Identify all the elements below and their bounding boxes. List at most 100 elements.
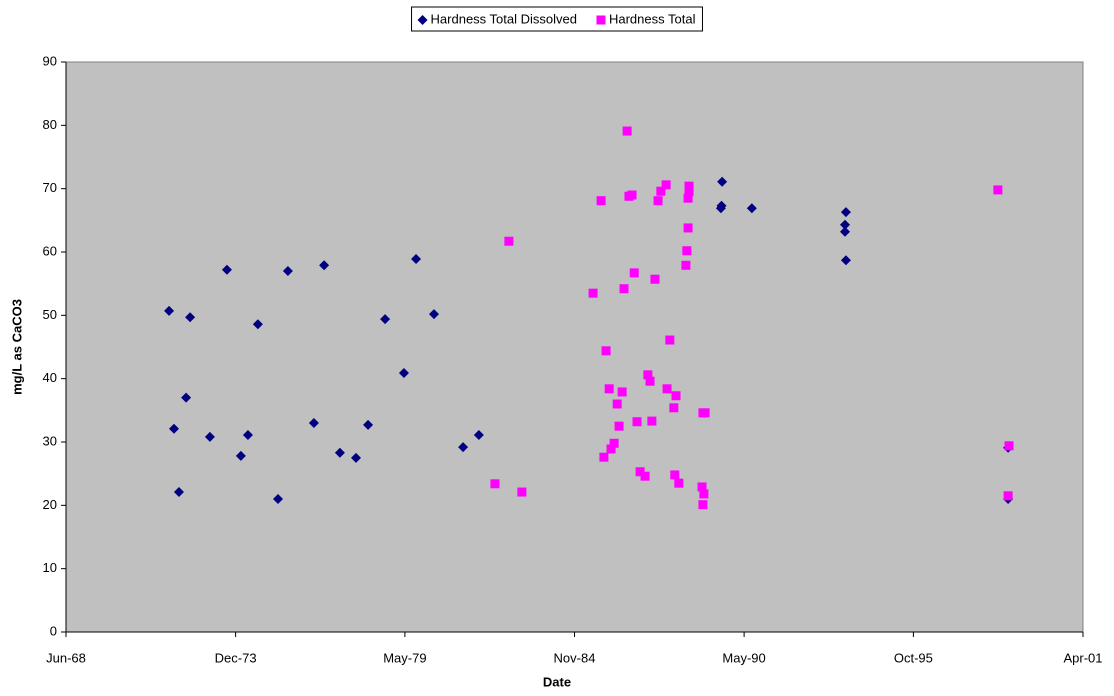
data-point (684, 187, 694, 197)
data-point (601, 346, 611, 356)
data-point (617, 387, 627, 397)
x-tick-label: Nov-84 (554, 650, 596, 665)
data-point (670, 470, 680, 480)
data-point (635, 467, 645, 477)
data-point (746, 203, 757, 214)
data-point (319, 260, 330, 271)
y-axis-label: mg/L as CaCO3 (9, 299, 24, 395)
legend-label: Hardness Total (609, 11, 696, 26)
x-tick-label: May-79 (383, 650, 426, 665)
y-tick-label: 40 (43, 370, 57, 385)
x-tick-label: Apr-01 (1063, 650, 1102, 665)
data-point (588, 288, 598, 298)
data-point (684, 181, 694, 191)
data-point (622, 126, 632, 136)
y-tick-label: 90 (43, 53, 57, 68)
data-point (715, 203, 726, 214)
data-point (653, 196, 663, 206)
data-point (363, 419, 374, 430)
data-point (599, 452, 609, 462)
data-point (650, 274, 660, 284)
y-tick-label: 0 (50, 623, 57, 638)
data-point (350, 452, 361, 463)
data-point (662, 384, 672, 394)
legend-label: Hardness Total Dissolved (431, 11, 577, 26)
data-point (839, 226, 850, 237)
x-tick-label: Jun-68 (46, 650, 86, 665)
data-point (656, 186, 666, 196)
legend-box (411, 6, 703, 32)
data-point (411, 253, 422, 264)
data-point (428, 309, 439, 320)
y-tick-label: 60 (43, 243, 57, 258)
data-point (645, 376, 655, 386)
data-point (596, 196, 606, 206)
x-tick-label: May-90 (722, 650, 765, 665)
x-tick-label: Dec-73 (215, 650, 257, 665)
data-point (993, 185, 1003, 195)
data-point (643, 370, 653, 380)
data-point (308, 418, 319, 428)
data-point (614, 421, 624, 431)
data-point (697, 482, 707, 492)
data-point (606, 444, 616, 454)
data-point (683, 223, 693, 233)
data-point (504, 236, 514, 246)
y-tick-label: 20 (43, 497, 57, 512)
data-point (490, 479, 500, 489)
data-point (609, 438, 619, 448)
data-point (717, 176, 728, 187)
data-point (252, 319, 263, 330)
data-point (647, 416, 657, 426)
data-point (458, 442, 469, 453)
data-point (698, 500, 708, 510)
data-point (612, 399, 622, 409)
data-point (640, 471, 650, 481)
data-point (674, 478, 684, 488)
x-axis-label: Date (543, 674, 571, 689)
y-tick-label: 30 (43, 433, 57, 448)
data-point (1004, 441, 1014, 451)
data-point (398, 367, 409, 378)
legend-marker (417, 15, 428, 25)
data-point (682, 246, 692, 256)
data-point (517, 487, 527, 497)
data-point (181, 392, 192, 403)
data-point (380, 314, 391, 325)
data-point (671, 391, 681, 401)
data-point (164, 305, 175, 316)
data-point (282, 266, 293, 276)
y-tick-label: 70 (43, 180, 57, 195)
data-point (839, 219, 850, 230)
data-point (840, 255, 851, 266)
data-point (683, 193, 693, 203)
data-point (334, 447, 345, 458)
data-point (185, 312, 196, 323)
data-point (632, 417, 642, 427)
x-tick-label: Oct-95 (894, 650, 933, 665)
data-point (221, 264, 232, 275)
data-point (235, 450, 246, 461)
data-point (204, 431, 215, 442)
data-point (173, 487, 184, 498)
y-tick-label: 10 (43, 560, 57, 575)
data-point (1003, 491, 1013, 501)
y-tick-label: 80 (43, 117, 57, 132)
data-point (661, 180, 671, 190)
data-point (669, 403, 679, 413)
data-point (273, 494, 284, 504)
data-point (699, 489, 709, 499)
data-point (840, 207, 851, 218)
data-point (681, 260, 691, 270)
data-point (242, 430, 253, 441)
data-point (700, 408, 710, 418)
legend-marker (596, 15, 606, 25)
plot-area (65, 61, 1084, 633)
y-tick-label: 50 (43, 307, 57, 322)
data-point (619, 284, 629, 294)
data-point (473, 430, 484, 441)
data-point (169, 423, 180, 434)
data-point (627, 190, 637, 200)
data-point (665, 335, 675, 345)
